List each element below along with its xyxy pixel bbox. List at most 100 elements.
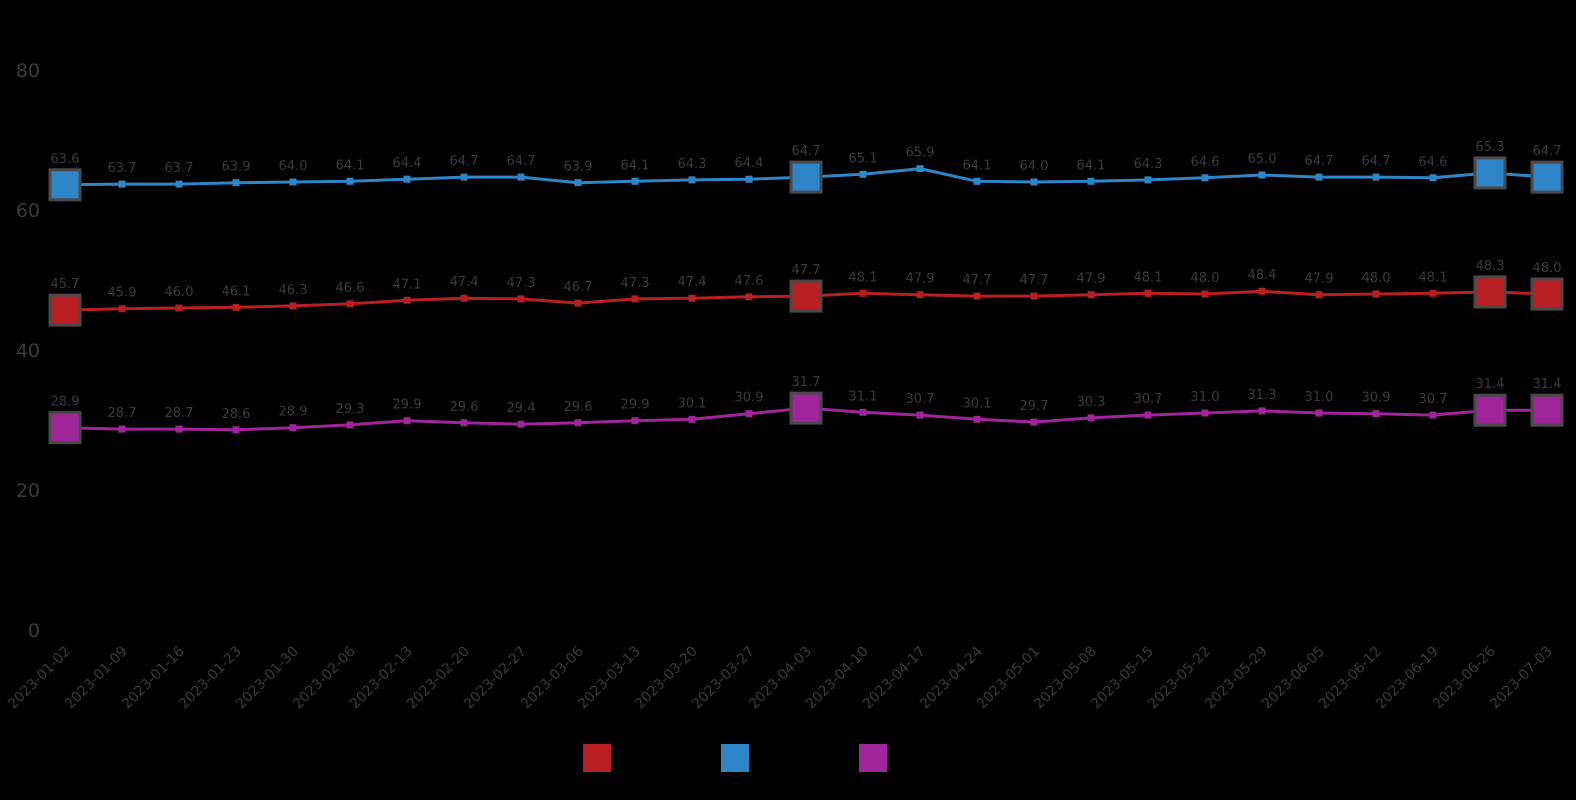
- red-series-marker: [574, 299, 582, 307]
- red-series-point-label: 47.7: [1020, 273, 1049, 288]
- blue-series-marker: [1258, 171, 1266, 179]
- blue-series-marker: [289, 178, 297, 186]
- blue-series-marker: [574, 179, 582, 187]
- magenta-series-point-label: 29.3: [336, 402, 365, 417]
- magenta-series-marker: [745, 410, 753, 418]
- magenta-series-point-label: 30.3: [1077, 395, 1106, 410]
- blue-series-point-label: 63.9: [564, 160, 593, 175]
- magenta-series-marker: [688, 415, 696, 423]
- magenta-series-marker: [1087, 414, 1095, 422]
- magenta-series-point-label: 31.1: [849, 389, 878, 404]
- magenta-series-marker: [289, 424, 297, 432]
- magenta-series-point-label: 30.1: [678, 396, 707, 411]
- red-series-marker: [517, 295, 525, 303]
- blue-series-marker: [232, 179, 240, 187]
- magenta-series-marker: [973, 415, 981, 423]
- blue-series-point-label: 64.7: [792, 144, 821, 159]
- magenta-series-point-label: 30.1: [963, 396, 992, 411]
- blue-series-point-label: 65.3: [1476, 140, 1505, 155]
- red-series-point-label: 48.1: [849, 270, 878, 285]
- red-series-point-label: 48.1: [1134, 270, 1163, 285]
- blue-series-point-label: 64.6: [1191, 155, 1220, 170]
- blue-series-marker: [916, 165, 924, 173]
- magenta-series-point-label: 29.6: [564, 400, 593, 415]
- legend-swatch-blue: [721, 744, 749, 772]
- magenta-series-marker-large: [789, 391, 823, 425]
- red-series-marker: [916, 291, 924, 299]
- red-series-marker: [1144, 289, 1152, 297]
- red-series-marker: [1315, 291, 1323, 299]
- magenta-series-marker: [1201, 409, 1209, 417]
- blue-series-point-label: 64.7: [507, 154, 536, 169]
- blue-series-point-label: 64.7: [1305, 154, 1334, 169]
- magenta-series-point-label: 31.3: [1248, 388, 1277, 403]
- magenta-series-point-label: 29.9: [621, 398, 650, 413]
- red-series-point-label: 46.7: [564, 280, 593, 295]
- red-series-marker: [859, 289, 867, 297]
- red-series-marker: [346, 300, 354, 308]
- blue-series-point-label: 63.7: [108, 161, 137, 176]
- red-series-point-label: 47.1: [393, 277, 422, 292]
- blue-series-marker: [175, 180, 183, 188]
- red-series-point-label: 47.4: [450, 275, 479, 290]
- magenta-series-point-label: 29.9: [393, 398, 422, 413]
- blue-series-marker-large: [789, 160, 823, 194]
- red-series-marker: [631, 295, 639, 303]
- blue-series-point-label: 65.1: [849, 151, 878, 166]
- blue-series-point-label: 64.1: [621, 158, 650, 173]
- magenta-series-marker: [232, 426, 240, 434]
- red-series-marker: [973, 292, 981, 300]
- blue-series-marker: [973, 177, 981, 185]
- magenta-series-marker-large: [1473, 393, 1507, 427]
- blue-series-point-label: 65.0: [1248, 152, 1277, 167]
- red-series-marker-large: [1473, 275, 1507, 309]
- magenta-series-point-label: 31.0: [1191, 390, 1220, 405]
- magenta-series-point-label: 29.6: [450, 400, 479, 415]
- magenta-series-marker-large: [1530, 393, 1564, 427]
- red-series-point-label: 48.1: [1419, 270, 1448, 285]
- y-axis-tick-label: 0: [28, 620, 40, 642]
- blue-series-marker: [460, 173, 468, 181]
- red-series-marker: [289, 302, 297, 310]
- blue-series-marker: [859, 170, 867, 178]
- blue-series-point-label: 64.4: [393, 156, 422, 171]
- legend-item-magenta[interactable]: [859, 744, 993, 772]
- chart-legend: [0, 744, 1576, 772]
- legend-item-blue[interactable]: [721, 744, 855, 772]
- blue-series-point-label: 64.3: [1134, 157, 1163, 172]
- red-series-marker-large: [789, 279, 823, 313]
- magenta-series-point-label: 28.7: [108, 406, 137, 421]
- magenta-series-marker-large: [48, 411, 82, 445]
- y-axis-tick-label: 20: [16, 480, 40, 502]
- red-series-point-label: 46.3: [279, 283, 308, 298]
- blue-series-point-label: 64.1: [336, 158, 365, 173]
- red-series-marker: [1201, 290, 1209, 298]
- red-series-point-label: 47.7: [963, 273, 992, 288]
- blue-series-marker: [1030, 178, 1038, 186]
- red-series-point-label: 47.3: [507, 276, 536, 291]
- red-series-marker: [745, 293, 753, 301]
- magenta-series-marker: [916, 411, 924, 419]
- legend-item-red[interactable]: [583, 744, 717, 772]
- red-series-marker: [403, 296, 411, 304]
- magenta-series-marker: [460, 419, 468, 427]
- y-axis-tick-label: 80: [16, 60, 40, 82]
- blue-series-marker: [517, 173, 525, 181]
- magenta-series-marker: [859, 408, 867, 416]
- magenta-series-marker: [346, 421, 354, 429]
- magenta-series-marker: [574, 419, 582, 427]
- red-series-point-label: 47.7: [792, 263, 821, 278]
- blue-series-marker: [1372, 173, 1380, 181]
- red-series-marker: [1372, 290, 1380, 298]
- blue-series-marker: [631, 177, 639, 185]
- red-series-marker: [118, 305, 126, 313]
- red-series-point-label: 48.4: [1248, 268, 1277, 283]
- red-series-marker: [1030, 292, 1038, 300]
- blue-series-marker: [1144, 176, 1152, 184]
- red-series-point-label: 47.9: [1305, 272, 1334, 287]
- magenta-series-point-label: 30.7: [906, 392, 935, 407]
- red-series-point-label: 46.0: [165, 285, 194, 300]
- blue-series-marker: [403, 175, 411, 183]
- blue-series-point-label: 64.1: [1077, 158, 1106, 173]
